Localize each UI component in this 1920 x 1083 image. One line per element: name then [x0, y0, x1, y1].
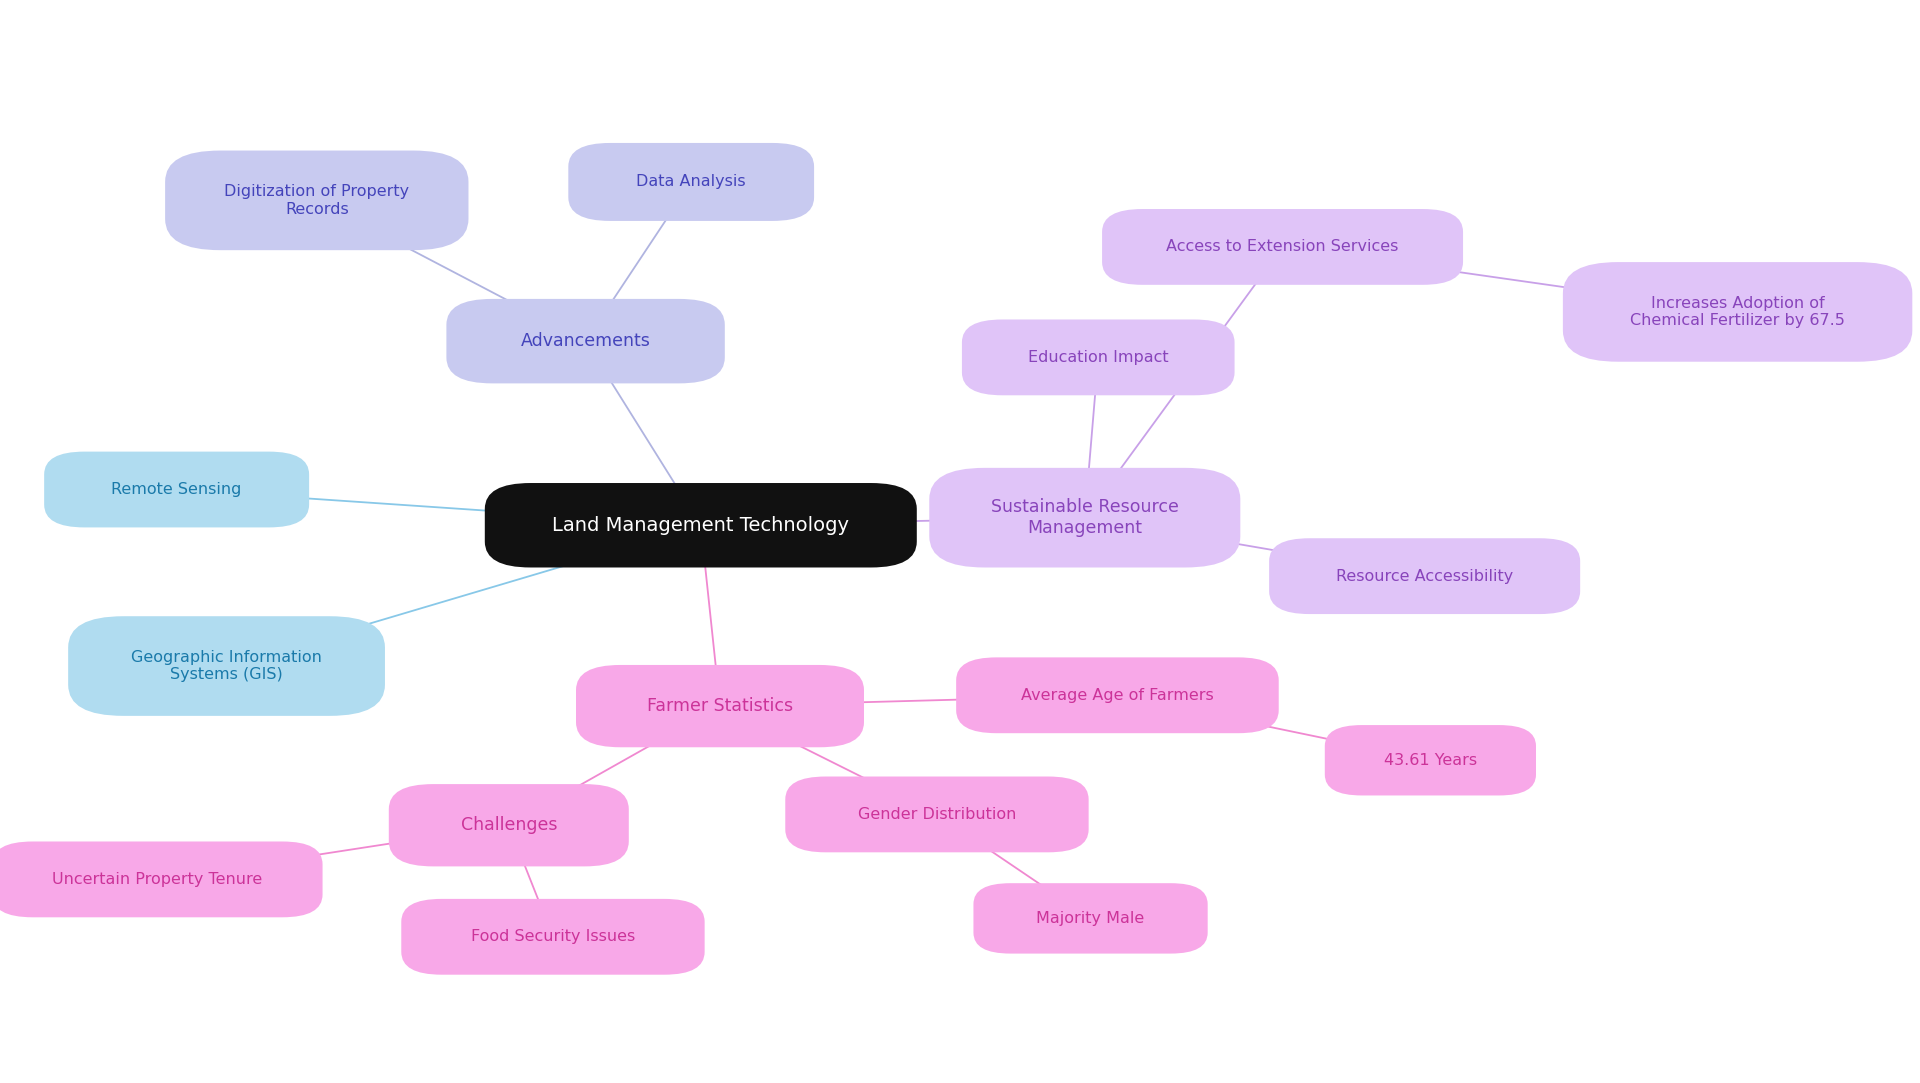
FancyBboxPatch shape — [401, 899, 705, 975]
FancyBboxPatch shape — [785, 777, 1089, 852]
Text: Resource Accessibility: Resource Accessibility — [1336, 569, 1513, 584]
Text: Advancements: Advancements — [520, 332, 651, 350]
Text: Education Impact: Education Impact — [1027, 350, 1169, 365]
FancyBboxPatch shape — [576, 665, 864, 747]
FancyBboxPatch shape — [1563, 262, 1912, 362]
FancyBboxPatch shape — [165, 151, 468, 250]
Text: Challenges: Challenges — [461, 817, 557, 834]
FancyBboxPatch shape — [44, 452, 309, 527]
FancyBboxPatch shape — [962, 319, 1235, 395]
FancyBboxPatch shape — [929, 468, 1240, 567]
Text: Access to Extension Services: Access to Extension Services — [1165, 239, 1400, 255]
Text: Increases Adoption of
Chemical Fertilizer by 67.5: Increases Adoption of Chemical Fertilize… — [1630, 296, 1845, 328]
FancyBboxPatch shape — [69, 616, 384, 716]
FancyBboxPatch shape — [1102, 209, 1463, 285]
FancyBboxPatch shape — [445, 299, 724, 383]
FancyBboxPatch shape — [973, 884, 1208, 954]
FancyBboxPatch shape — [956, 657, 1279, 733]
FancyBboxPatch shape — [1269, 538, 1580, 614]
Text: Digitization of Property
Records: Digitization of Property Records — [225, 184, 409, 217]
FancyBboxPatch shape — [0, 841, 323, 917]
Text: Sustainable Resource
Management: Sustainable Resource Management — [991, 498, 1179, 537]
Text: Uncertain Property Tenure: Uncertain Property Tenure — [52, 872, 263, 887]
Text: Food Security Issues: Food Security Issues — [470, 929, 636, 944]
Text: Majority Male: Majority Male — [1037, 911, 1144, 926]
Text: Geographic Information
Systems (GIS): Geographic Information Systems (GIS) — [131, 650, 323, 682]
Text: Land Management Technology: Land Management Technology — [553, 516, 849, 535]
FancyBboxPatch shape — [388, 784, 630, 866]
Text: Data Analysis: Data Analysis — [636, 174, 747, 190]
FancyBboxPatch shape — [484, 483, 918, 567]
FancyBboxPatch shape — [1325, 726, 1536, 796]
FancyBboxPatch shape — [568, 143, 814, 221]
Text: Average Age of Farmers: Average Age of Farmers — [1021, 688, 1213, 703]
Text: Gender Distribution: Gender Distribution — [858, 807, 1016, 822]
Text: 43.61 Years: 43.61 Years — [1384, 753, 1476, 768]
Text: Farmer Statistics: Farmer Statistics — [647, 697, 793, 715]
Text: Remote Sensing: Remote Sensing — [111, 482, 242, 497]
